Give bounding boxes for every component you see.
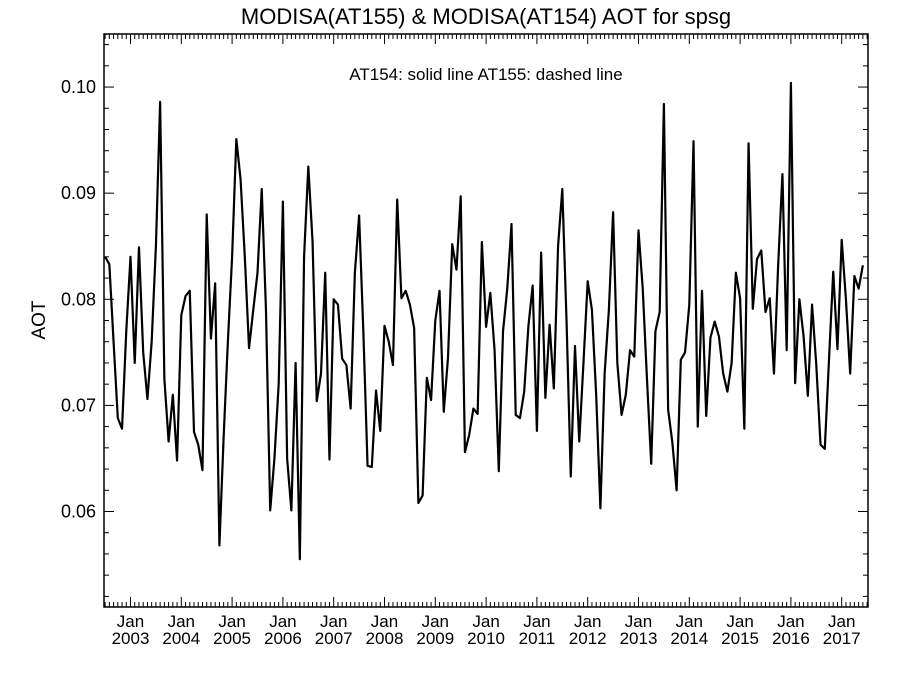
x-tick-label-month: Jan: [523, 612, 550, 631]
chart-title: MODISA(AT155) & MODISA(AT154) AOT for sp…: [241, 4, 731, 29]
x-tick-label-month: Jan: [168, 612, 195, 631]
x-tick-label-year: 2010: [467, 629, 505, 648]
y-tick-label: 0.08: [61, 289, 96, 309]
x-tick-label-year: 2012: [569, 629, 607, 648]
line-style-annotation: AT154: solid line AT155: dashed line: [349, 65, 622, 84]
x-tick-label-month: Jan: [269, 612, 296, 631]
x-tick-label-month: Jan: [472, 612, 499, 631]
x-tick-label-year: 2009: [416, 629, 454, 648]
x-tick-label-month: Jan: [828, 612, 855, 631]
x-tick-label-month: Jan: [676, 612, 703, 631]
x-tick-label-month: Jan: [371, 612, 398, 631]
y-tick-labels: 0.06 0.07 0.08 0.09 0.10: [61, 77, 96, 521]
axis-ticks: [104, 34, 868, 607]
x-tick-label-year: 2016: [772, 629, 810, 648]
x-tick-label-year: 2007: [315, 629, 353, 648]
x-tick-label-year: 2014: [670, 629, 708, 648]
x-tick-label-month: Jan: [320, 612, 347, 631]
x-tick-labels: Jan2003Jan2004Jan2005Jan2006Jan2007Jan20…: [112, 612, 861, 648]
y-tick-label: 0.10: [61, 77, 96, 97]
y-axis-label: AOT: [29, 300, 50, 339]
x-tick-label-year: 2015: [721, 629, 759, 648]
x-tick-label-month: Jan: [218, 612, 245, 631]
x-tick-label-month: Jan: [422, 612, 449, 631]
x-tick-label-year: 2008: [366, 629, 404, 648]
x-tick-label-year: 2005: [213, 629, 251, 648]
x-tick-label-month: Jan: [625, 612, 652, 631]
x-tick-label-month: Jan: [726, 612, 753, 631]
x-tick-label-year: 2004: [162, 629, 200, 648]
x-tick-label-year: 2017: [823, 629, 861, 648]
x-tick-label-year: 2013: [620, 629, 658, 648]
x-tick-label-month: Jan: [777, 612, 804, 631]
x-tick-label-year: 2011: [519, 629, 556, 648]
y-tick-label: 0.09: [61, 183, 96, 203]
y-tick-label: 0.07: [61, 395, 96, 415]
x-tick-label-year: 2006: [264, 629, 302, 648]
x-tick-label-month: Jan: [574, 612, 601, 631]
series-layer: [104, 81, 864, 561]
y-tick-label: 0.06: [61, 502, 96, 522]
x-tick-label-year: 2003: [112, 629, 150, 648]
series-line-solid: [104, 81, 864, 561]
x-tick-label-month: Jan: [117, 612, 144, 631]
